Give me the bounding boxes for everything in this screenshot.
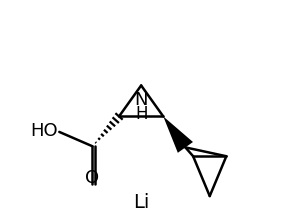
Text: HO: HO	[31, 122, 58, 140]
Text: N: N	[134, 91, 148, 109]
Polygon shape	[163, 116, 193, 153]
Text: Li: Li	[133, 193, 149, 212]
Text: H: H	[135, 105, 147, 123]
Text: O: O	[85, 169, 100, 187]
